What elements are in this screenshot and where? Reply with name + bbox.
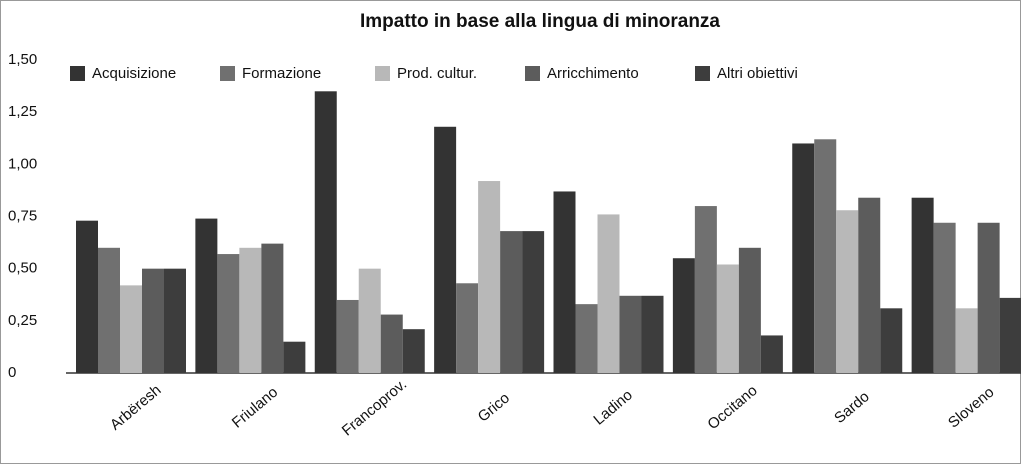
- bar: [553, 191, 576, 373]
- bar: [641, 295, 664, 373]
- bar: [858, 197, 881, 373]
- legend-swatch: [695, 66, 710, 81]
- bar: [672, 258, 695, 373]
- legend-swatch: [525, 66, 540, 81]
- bar: [239, 247, 262, 373]
- chart-title: Impatto in base alla lingua di minoranza: [360, 11, 720, 32]
- legend-label: Arricchimento: [547, 65, 639, 82]
- bar: [402, 329, 425, 373]
- bar: [195, 218, 218, 373]
- bar: [836, 210, 859, 373]
- legend-label: Acquisizione: [92, 65, 176, 82]
- bar: [456, 283, 479, 373]
- bar: [120, 285, 142, 373]
- legend-label: Formazione: [242, 65, 321, 82]
- y-tick-label: 0,75: [8, 207, 37, 224]
- bar: [694, 206, 717, 373]
- bar: [619, 295, 642, 373]
- bar: [716, 264, 739, 373]
- bar: [738, 247, 761, 373]
- bar: [933, 222, 956, 373]
- bar: [358, 268, 381, 373]
- bar: [314, 91, 337, 374]
- bar: [814, 139, 837, 373]
- bar: [434, 126, 457, 373]
- bar: [164, 268, 186, 373]
- bar: [478, 181, 501, 373]
- bar: [261, 243, 284, 373]
- bar: [999, 297, 1021, 373]
- bar: [977, 222, 1000, 373]
- legend-swatch: [220, 66, 235, 81]
- bar: [597, 214, 620, 373]
- bar: [283, 341, 306, 373]
- bar: [792, 143, 815, 373]
- bar: [880, 308, 903, 373]
- bar: [142, 268, 164, 373]
- legend-swatch: [70, 66, 85, 81]
- legend-swatch: [375, 66, 390, 81]
- bar: [575, 304, 598, 373]
- bar: [955, 308, 978, 373]
- bar: [760, 335, 783, 373]
- bar: [336, 299, 359, 373]
- bar: [76, 220, 98, 373]
- bar: [911, 197, 934, 373]
- y-tick-label: 0: [8, 364, 16, 381]
- y-tick-label: 1,50: [8, 51, 37, 68]
- legend-label: Prod. cultur.: [397, 65, 477, 82]
- bar: [380, 314, 403, 373]
- y-tick-label: 1,00: [8, 155, 37, 172]
- y-tick-label: 0,25: [8, 312, 37, 329]
- bar: [217, 254, 240, 373]
- y-tick-label: 0,50: [8, 260, 37, 277]
- bar: [522, 231, 545, 373]
- bar: [500, 231, 523, 373]
- legend-label: Altri obiettivi: [717, 65, 798, 82]
- y-tick-label: 1,25: [8, 103, 37, 120]
- bar: [98, 247, 120, 373]
